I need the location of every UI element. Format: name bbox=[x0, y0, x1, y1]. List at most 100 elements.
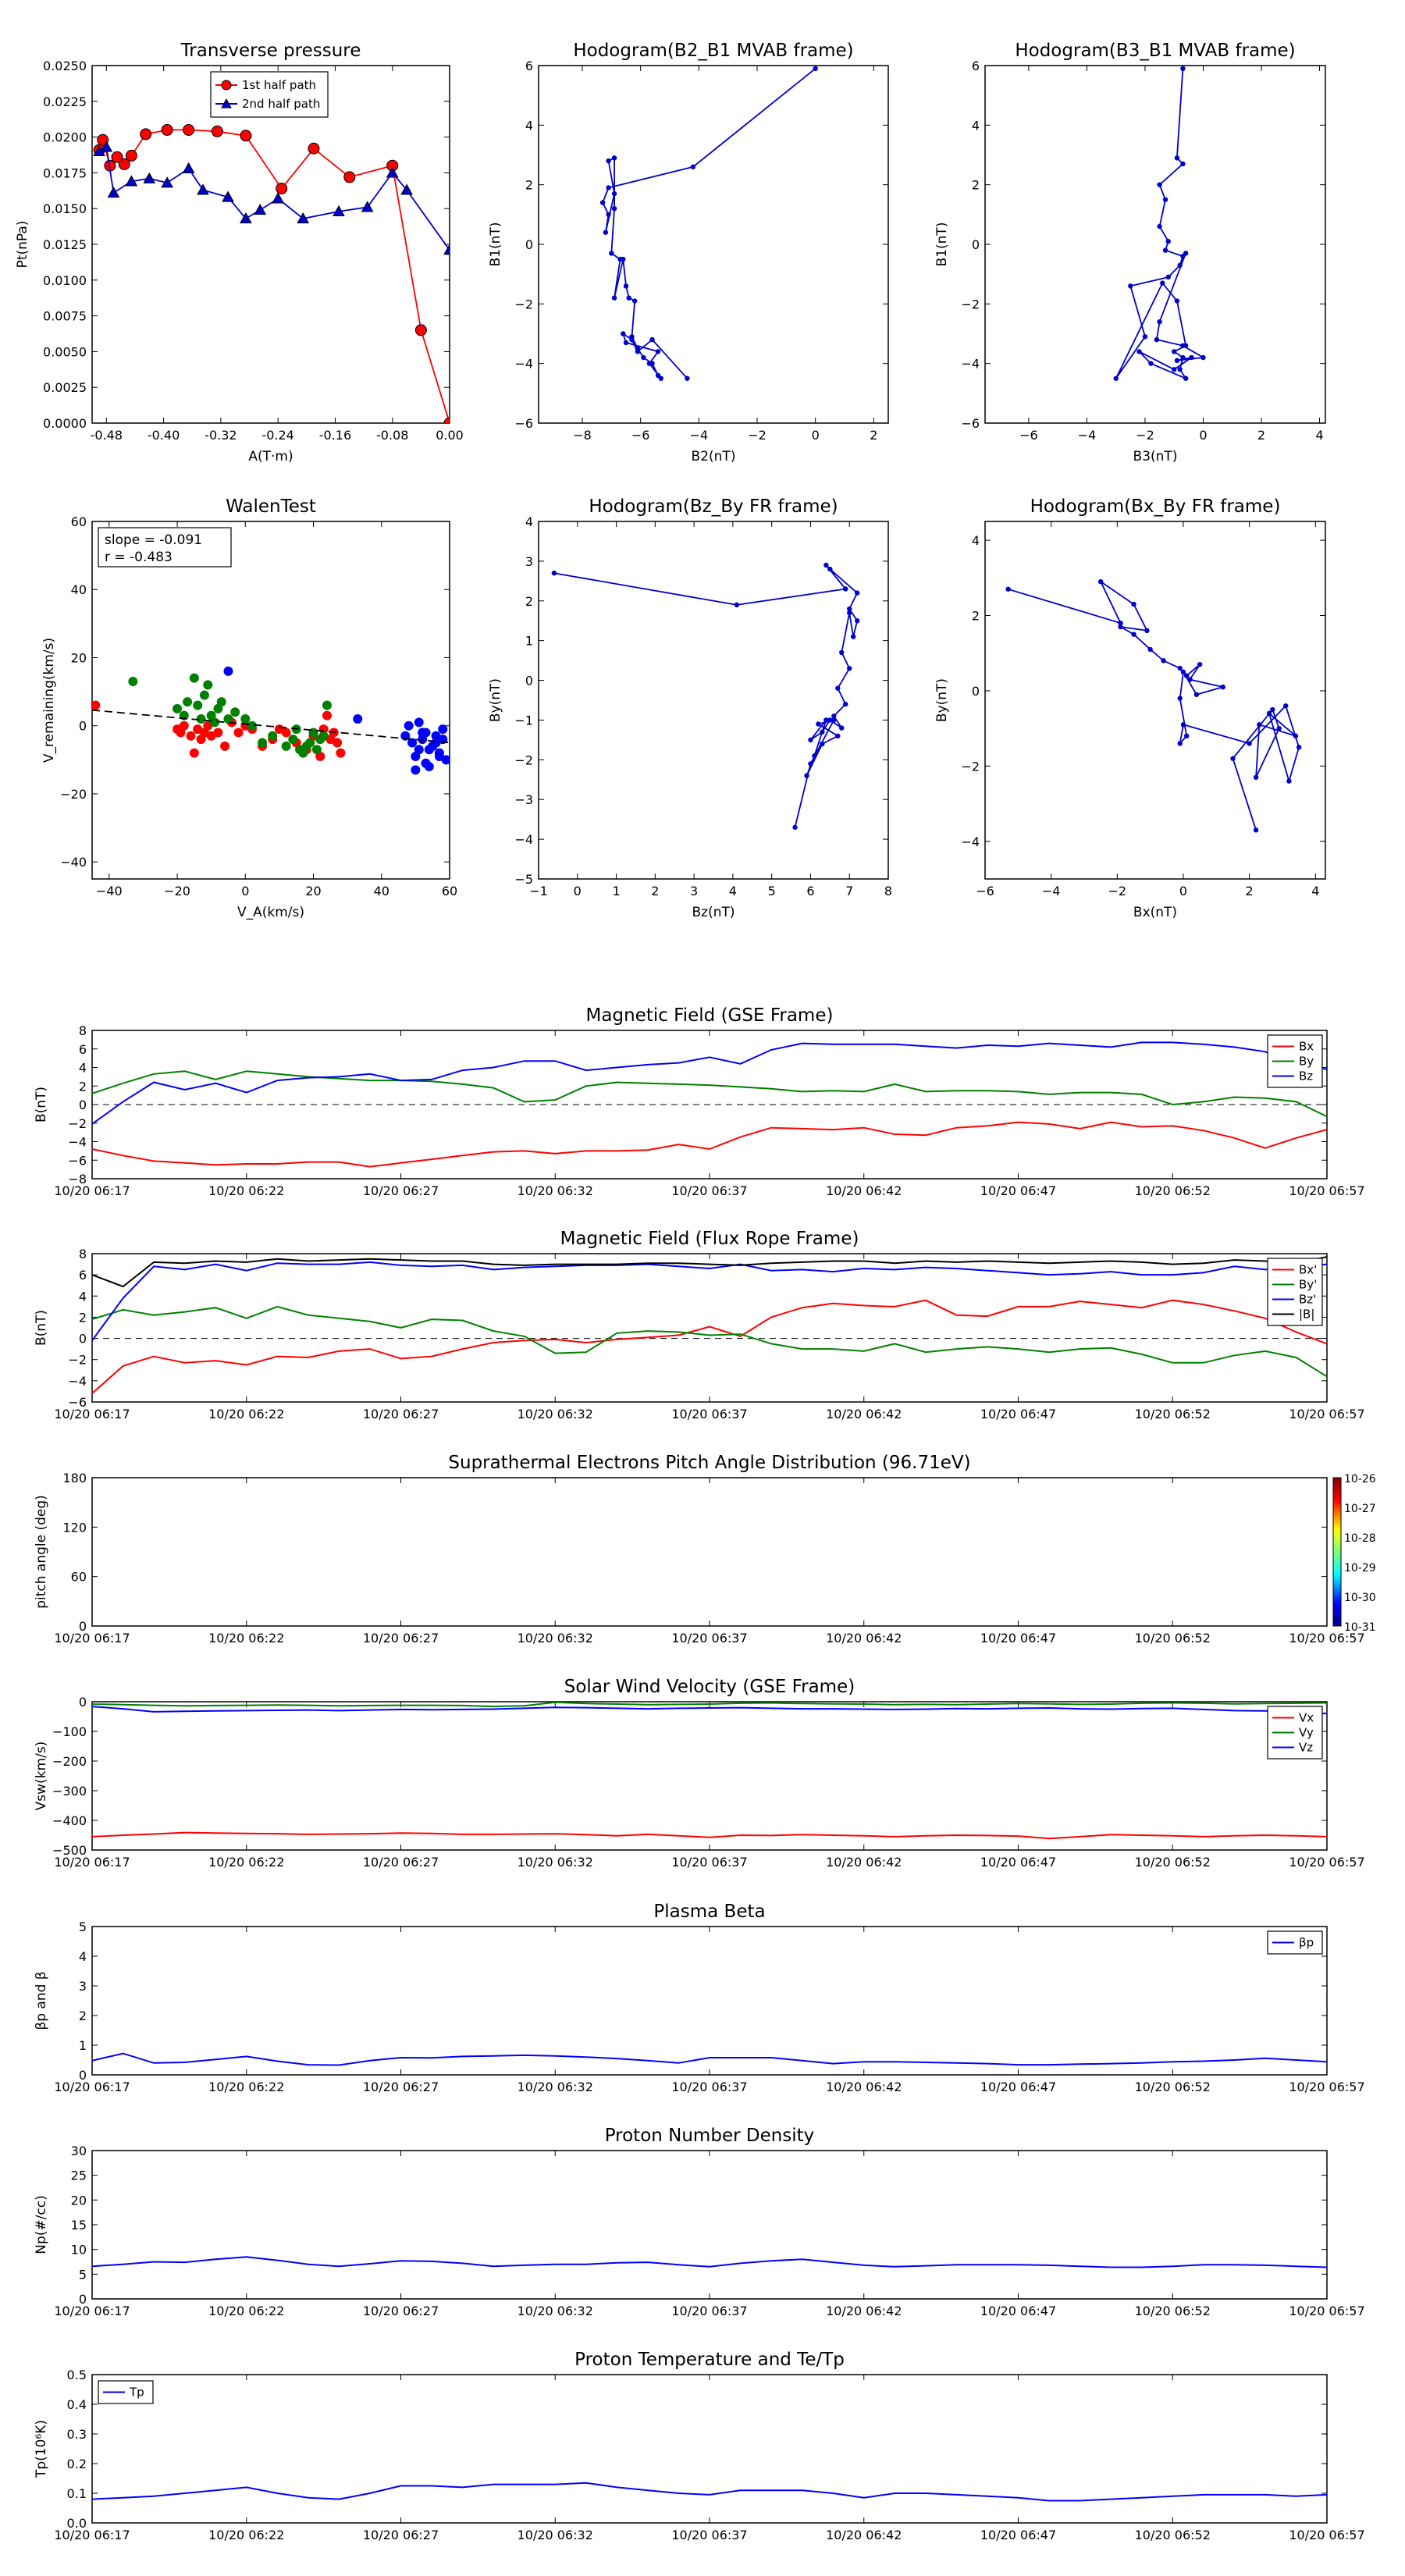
data-point bbox=[854, 618, 860, 624]
data-point bbox=[322, 710, 332, 720]
x-tick-label: 10/20 06:57 bbox=[1289, 2080, 1364, 2094]
x-axis-label: A(T·m) bbox=[248, 449, 293, 464]
data-point bbox=[1177, 741, 1183, 746]
chart-6: Magnetic Field (GSE Frame) −8 −6 −4 −2 0 2 4 6 8 1… bbox=[34, 1005, 1365, 1198]
y-axis-label: B(nT) bbox=[34, 1087, 49, 1123]
x-tick-label: 10/20 06:52 bbox=[1135, 1183, 1211, 1198]
plot-area bbox=[599, 66, 818, 381]
legend-label: By' bbox=[1299, 1278, 1317, 1292]
y-tick-label: 2 bbox=[972, 178, 980, 193]
x-tick-label: 10/20 06:47 bbox=[980, 1855, 1056, 1870]
chart-3: WalenTest −40 −20 0 20 40 60 −40 −20 0 20 40 60 V_A(k… bbox=[41, 496, 457, 920]
x-tick-label: 10/20 06:37 bbox=[671, 1183, 747, 1198]
series-line-0 bbox=[98, 129, 450, 423]
chart-title: Magnetic Field (GSE Frame) bbox=[586, 1005, 834, 1026]
plot-frame bbox=[984, 521, 1326, 880]
data-point bbox=[1161, 658, 1166, 664]
data-point bbox=[343, 171, 356, 183]
data-point bbox=[1184, 673, 1190, 678]
y-tick-label: 2 bbox=[79, 1079, 87, 1094]
data-point bbox=[281, 741, 291, 751]
series-line-2 bbox=[92, 1041, 1327, 1125]
data-point bbox=[1118, 624, 1123, 630]
chart-5: Hodogram(Bx_By FR frame) −4 −2 0 2 4 −6 −4 −2 0 2 4… bbox=[934, 496, 1326, 920]
x-tick-label: -0.24 bbox=[261, 428, 293, 443]
y-tick-label: 0.0225 bbox=[43, 94, 87, 109]
legend-label: 2nd half path bbox=[242, 97, 320, 111]
y-tick-label: 4 bbox=[525, 514, 533, 529]
y-tick-label: 5 bbox=[79, 2267, 87, 2282]
chart-4: Hodogram(Bz_By FR frame) −5 −4 −3 −2 −1 0 1 2 3 4 −… bbox=[488, 496, 892, 920]
series-line-0 bbox=[92, 2482, 1327, 2502]
data-point bbox=[1193, 692, 1200, 697]
data-point bbox=[851, 634, 856, 639]
data-point bbox=[199, 690, 209, 700]
data-point bbox=[1174, 298, 1180, 304]
y-tick-label: −2 bbox=[68, 1353, 87, 1368]
data-point bbox=[839, 649, 845, 656]
data-point bbox=[305, 738, 315, 748]
plot-frame bbox=[91, 2374, 1328, 2524]
data-point bbox=[603, 229, 609, 235]
data-point bbox=[1183, 375, 1189, 381]
y-tick-label: 0 bbox=[79, 1619, 87, 1634]
data-point bbox=[813, 66, 818, 72]
y-tick-label: 0 bbox=[79, 1695, 87, 1710]
y-tick-label: 4 bbox=[525, 118, 533, 133]
data-point bbox=[189, 748, 199, 758]
data-point bbox=[421, 758, 431, 768]
data-point bbox=[843, 701, 848, 707]
data-point bbox=[1157, 223, 1162, 229]
y-axis-label: pitch angle (deg) bbox=[34, 1495, 49, 1609]
x-tick-label: 4 bbox=[1311, 884, 1319, 898]
data-point bbox=[233, 728, 244, 738]
y-tick-label: 0.0150 bbox=[43, 201, 87, 216]
x-tick-label: 10/20 06:47 bbox=[980, 1407, 1056, 1421]
data-point bbox=[621, 256, 626, 262]
chart-12: Proton Temperature and Te/Tp 0.0 0.1 0.2 0.3… bbox=[34, 2350, 1365, 2542]
y-axis-label: Pt(nPa) bbox=[15, 221, 30, 269]
data-point bbox=[847, 666, 852, 671]
y-tick-label: 0.0125 bbox=[43, 237, 87, 252]
data-point bbox=[1118, 620, 1123, 626]
y-tick-label: 0.4 bbox=[67, 2397, 87, 2412]
data-point bbox=[1136, 349, 1142, 354]
y-tick-label: 0.5 bbox=[67, 2368, 87, 2382]
y-tick-label: −6 bbox=[961, 416, 980, 431]
series-line-0 bbox=[92, 1121, 1327, 1168]
plot-area bbox=[92, 1256, 1327, 1394]
data-point bbox=[92, 700, 101, 710]
data-point bbox=[831, 713, 837, 719]
data-point bbox=[220, 741, 230, 751]
x-tick-label: 8 bbox=[884, 884, 892, 898]
y-tick-label: −1 bbox=[514, 713, 533, 728]
data-point bbox=[623, 340, 629, 346]
series-line-0 bbox=[92, 2052, 1327, 2066]
x-tick-label: 10/20 06:27 bbox=[363, 2080, 439, 2094]
data-point bbox=[816, 721, 821, 727]
x-tick-label: 5 bbox=[768, 884, 776, 898]
data-point bbox=[1148, 361, 1154, 366]
data-point bbox=[193, 700, 203, 710]
x-tick-label: 10/20 06:27 bbox=[363, 1855, 439, 1870]
legend-label: 1st half path bbox=[242, 78, 316, 92]
data-point bbox=[823, 562, 829, 568]
x-tick-label: 10/20 06:17 bbox=[54, 2528, 130, 2542]
y-tick-label: 4 bbox=[79, 1289, 87, 1304]
data-point bbox=[311, 745, 322, 755]
data-point bbox=[414, 717, 424, 728]
x-tick-label: −6 bbox=[976, 884, 994, 898]
x-tick-label: -0.08 bbox=[376, 428, 408, 443]
data-point bbox=[839, 725, 845, 731]
data-point bbox=[1197, 662, 1203, 667]
data-point bbox=[1131, 601, 1136, 607]
x-tick-label: 10/20 06:27 bbox=[363, 1407, 439, 1421]
y-tick-label: 8 bbox=[79, 1023, 87, 1038]
x-tick-label: 10/20 06:37 bbox=[671, 1407, 747, 1421]
data-point bbox=[827, 717, 833, 723]
legend-marker bbox=[221, 98, 232, 109]
data-point bbox=[404, 720, 414, 731]
legend-label: Tp bbox=[129, 2386, 144, 2400]
x-tick-label: 10/20 06:22 bbox=[208, 2080, 284, 2094]
data-point bbox=[210, 717, 220, 728]
